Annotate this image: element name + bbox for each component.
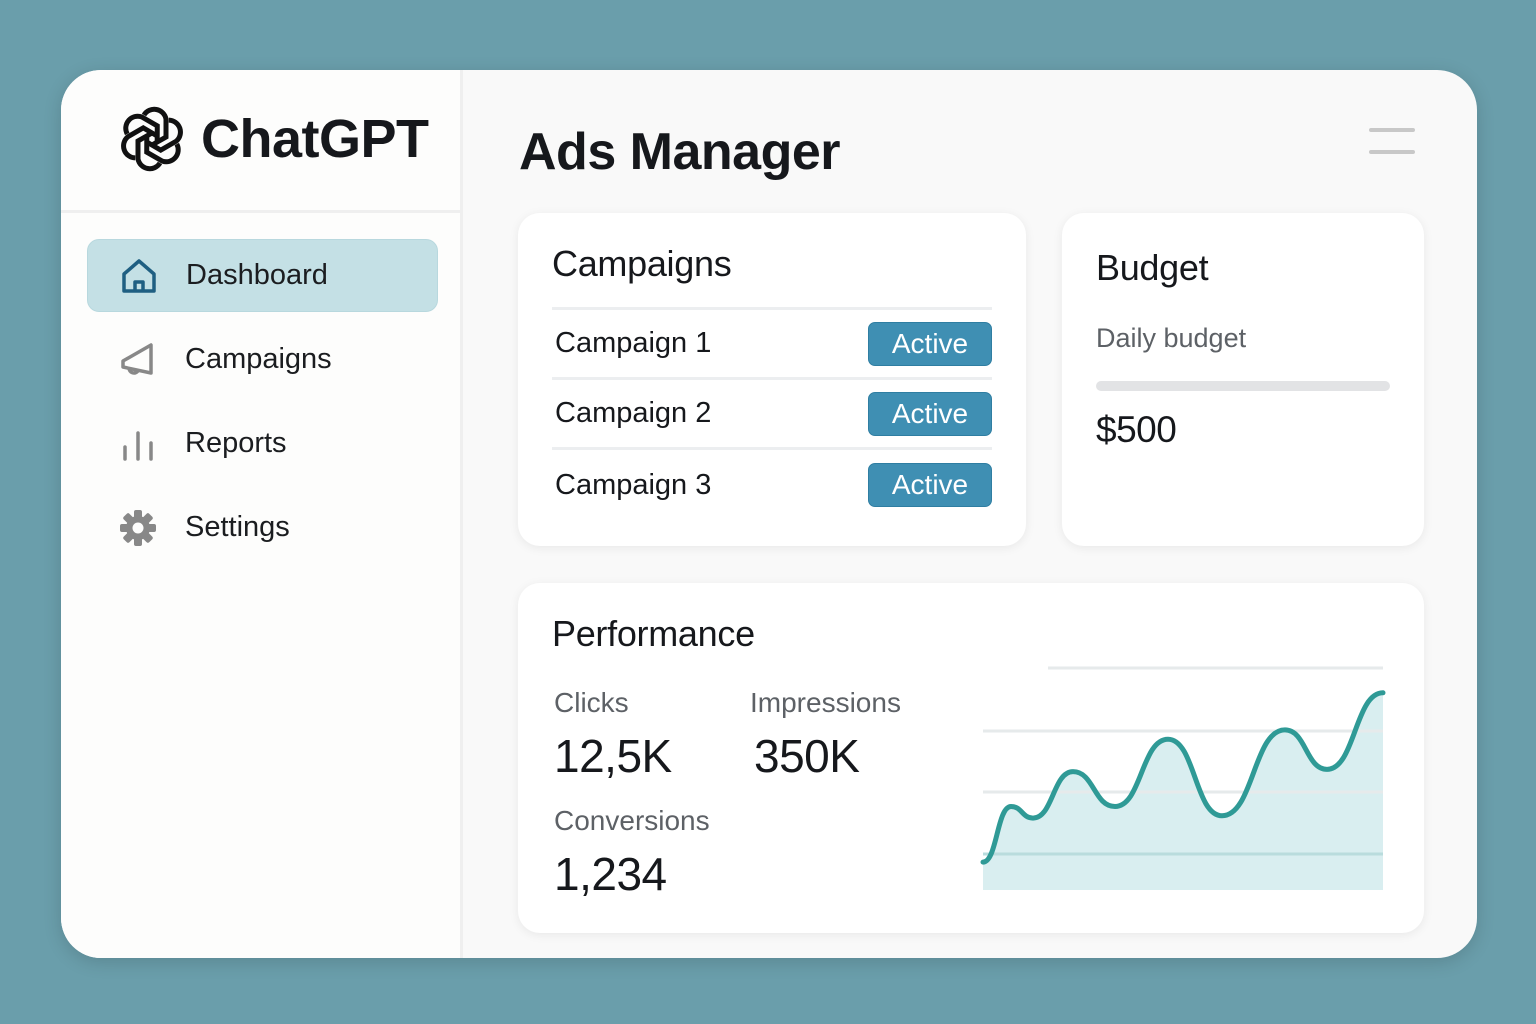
sidebar-item-label: Campaigns <box>185 343 332 375</box>
campaigns-card: Campaigns Campaign 1 Active Campaign 2 A… <box>518 213 1026 546</box>
hamburger-menu-icon[interactable] <box>1369 128 1415 158</box>
sidebar-item-label: Settings <box>185 511 290 543</box>
status-badge: Active <box>868 463 992 507</box>
app-window: ChatGPT Dashboard Campaigns Reports Sett… <box>61 70 1477 958</box>
budget-value: $500 <box>1096 409 1177 450</box>
clicks-value: 12,5K <box>554 730 672 782</box>
card-title: Campaigns <box>552 243 732 284</box>
status-badge: Active <box>868 321 992 366</box>
gear-icon <box>120 509 156 546</box>
megaphone-icon <box>121 342 153 375</box>
campaign-name: Campaign 3 <box>555 468 712 501</box>
sidebar-item-label: Dashboard <box>186 259 328 291</box>
sidebar-item-campaigns[interactable]: Campaigns <box>87 323 438 396</box>
bar-chart-icon <box>123 430 153 461</box>
clicks-label: Clicks <box>554 687 629 718</box>
daily-budget-label: Daily budget <box>1096 323 1247 353</box>
sidebar: ChatGPT Dashboard Campaigns Reports Sett… <box>61 70 463 958</box>
conversions-label: Conversions <box>554 805 710 836</box>
budget-progress-bar <box>1096 381 1390 391</box>
card-title: Budget <box>1096 247 1209 288</box>
brand-name: ChatGPT <box>201 109 429 169</box>
sidebar-item-label: Reports <box>185 427 287 459</box>
list-item[interactable]: Campaign 3 Active <box>552 450 992 520</box>
performance-card: Performance Clicks 12,5K Impressions 350… <box>518 583 1424 933</box>
card-title: Performance <box>552 613 755 654</box>
sidebar-item-dashboard[interactable]: Dashboard <box>87 239 438 312</box>
budget-card: Budget Daily budget $500 <box>1062 213 1424 546</box>
chart-line <box>980 690 1386 865</box>
list-item[interactable]: Campaign 1 Active <box>552 310 992 380</box>
impressions-value: 350K <box>754 730 860 782</box>
openai-logo-icon <box>121 106 183 172</box>
sidebar-item-settings[interactable]: Settings <box>87 491 438 564</box>
performance-chart <box>980 666 1386 890</box>
brand: ChatGPT <box>117 104 429 174</box>
sidebar-item-reports[interactable]: Reports <box>87 407 438 480</box>
status-badge: Active <box>868 391 992 436</box>
conversions-value: 1,234 <box>554 848 667 900</box>
divider <box>61 210 460 213</box>
campaign-name: Campaign 1 <box>555 327 712 359</box>
impressions-label: Impressions <box>750 687 901 718</box>
home-icon <box>122 258 156 293</box>
sidebar-nav: Dashboard Campaigns Reports Settings <box>87 239 438 575</box>
campaign-name: Campaign 2 <box>555 397 712 429</box>
page-title: Ads Manager <box>519 123 841 181</box>
list-item[interactable]: Campaign 2 Active <box>552 380 992 450</box>
campaign-list: Campaign 1 Active Campaign 2 Active Camp… <box>552 307 992 520</box>
